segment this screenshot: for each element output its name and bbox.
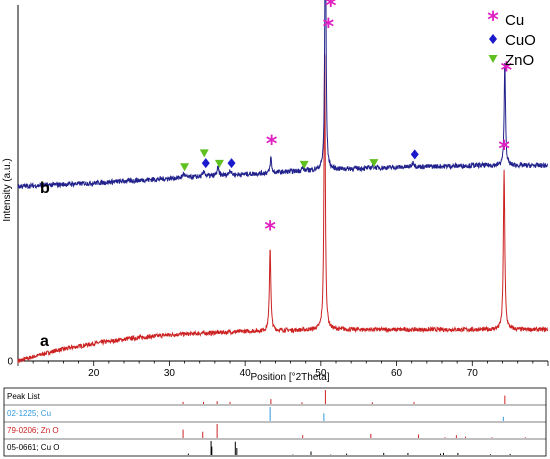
zno-marker: [180, 163, 190, 172]
zno-marker: [199, 149, 209, 158]
x-tick-label: 70: [467, 368, 479, 379]
y-tick-label: 0: [7, 357, 13, 368]
ref-row-label: Peak List: [7, 392, 41, 401]
marker-layer: ******: [180, 0, 513, 242]
curve-label-a: a: [40, 333, 49, 350]
x-tick-label: 20: [88, 368, 100, 379]
x-tick-label: 40: [240, 368, 252, 379]
main-plot: 20 30 40 50 60 70 0 Intensity (a.u.) Position…: [2, 0, 549, 383]
curve-label-b: b: [40, 180, 50, 197]
triangle-down-icon: [488, 55, 498, 63]
ref-row-label: 05-0661; Cu O: [7, 443, 59, 452]
diamond-icon: [489, 34, 497, 44]
cuo-marker: [410, 149, 419, 160]
legend-label-cuo: CuO: [505, 32, 536, 49]
cuo-marker: [227, 158, 236, 169]
reference-panel: Peak List 02-1225; Cu 79-0206; Zn O 05-0661…: [3, 387, 547, 457]
cu-marker: *: [325, 0, 337, 19]
x-axis-title: Position [°2Theta]: [250, 372, 329, 383]
series-layer: [17, 0, 549, 364]
legend: * Cu CuO ZnO: [487, 8, 536, 69]
x-tick-label: 60: [391, 368, 403, 379]
cuo-marker: [201, 158, 210, 169]
cu-marker: *: [501, 59, 513, 84]
legend-label-zno: ZnO: [505, 52, 534, 69]
zno-marker: [299, 160, 309, 169]
series-a-line: [17, 53, 549, 364]
cu-marker: *: [498, 137, 510, 162]
cu-marker: *: [266, 132, 278, 157]
ref-row-label: 02-1225; Cu: [7, 409, 51, 418]
zno-marker: [214, 159, 224, 168]
cu-marker: *: [264, 217, 276, 242]
x-ticks: 20 30 40 50 60 70: [17, 361, 549, 379]
x-tick-label: 30: [164, 368, 176, 379]
asterisk-icon: *: [487, 8, 499, 33]
ref-row-label: 79-0206; Zn O: [7, 426, 59, 435]
legend-label-cu: Cu: [505, 12, 524, 29]
zno-marker: [369, 159, 379, 168]
cu-marker: *: [323, 15, 335, 40]
x-tick-label: 50: [315, 368, 327, 379]
y-axis-title: Intensity (a.u.): [2, 158, 13, 221]
series-b-line: [17, 0, 549, 190]
